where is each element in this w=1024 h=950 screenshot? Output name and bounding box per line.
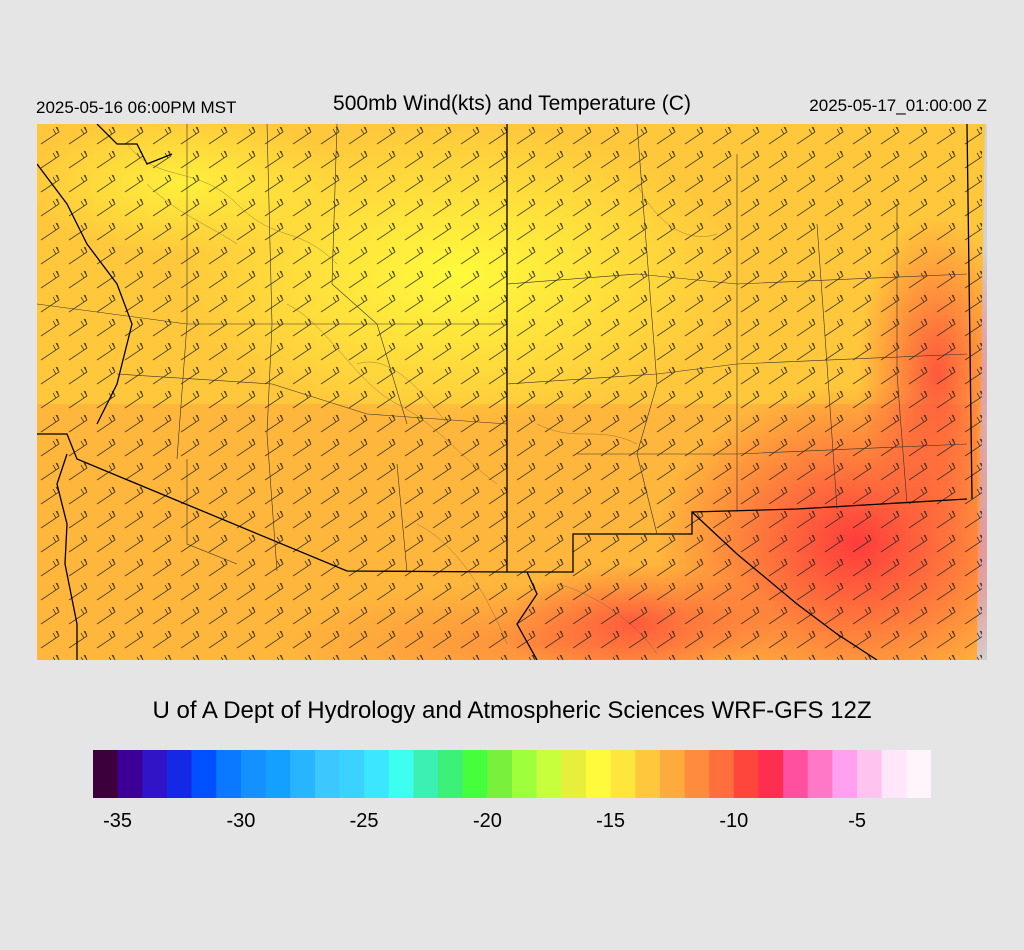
colorbar-swatch — [438, 750, 464, 798]
colorbar-swatch — [364, 750, 390, 798]
temperature-colorbar — [93, 750, 931, 798]
colorbar-swatch — [142, 750, 168, 798]
colorbar-swatch — [684, 750, 710, 798]
colorbar-swatch — [585, 750, 612, 798]
colorbar-tick-label: -25 — [349, 810, 379, 832]
temperature-wind-map — [37, 124, 987, 660]
colorbar-swatch — [906, 750, 931, 798]
colorbar-swatch — [536, 750, 562, 798]
valid-time-label: 2025-05-16 06:00PM MST — [36, 98, 237, 117]
colorbar-swatch — [290, 750, 316, 798]
colorbar-tick-label: -5 — [848, 810, 866, 832]
colorbar-swatch — [314, 750, 340, 798]
county-boundaries — [37, 124, 968, 573]
colorbar-swatch — [807, 750, 833, 798]
colorbar-swatch — [758, 750, 784, 798]
terrain-contours — [126, 143, 718, 655]
colorbar-swatch — [339, 750, 365, 798]
colorbar-swatch — [783, 750, 809, 798]
colorbar-tick-label: -15 — [596, 810, 626, 832]
colorbar-swatch — [240, 750, 267, 798]
colorbar-tick-label: -30 — [226, 810, 256, 832]
model-credit-label: U of A Dept of Hydrology and Atmospheric… — [152, 697, 872, 724]
colorbar-swatch — [561, 750, 587, 798]
colorbar-swatch — [117, 750, 143, 798]
colorbar-swatch — [881, 750, 907, 798]
colorbar-swatch — [191, 750, 217, 798]
colorbar-tick-label: -20 — [472, 810, 502, 832]
colorbar-tick-label: -10 — [719, 810, 749, 832]
colorbar-swatch — [93, 750, 119, 798]
colorbar-swatch — [166, 750, 193, 798]
colorbar-swatch — [462, 750, 488, 798]
colorbar-swatch — [610, 750, 636, 798]
colorbar-swatch — [413, 750, 439, 798]
colorbar-swatch — [709, 750, 735, 798]
colorbar-swatch — [388, 750, 414, 798]
colorbar-swatch — [512, 750, 538, 798]
colorbar-swatch — [216, 750, 242, 798]
map-title: 500mb Wind(kts) and Temperature (C) — [333, 92, 691, 115]
colorbar-tick-labels: -35 -30 -25 -20 -15 -10 -5 — [0, 810, 1024, 834]
colorbar-swatch — [635, 750, 661, 798]
colorbar-swatch — [487, 750, 513, 798]
colorbar-swatch — [659, 750, 686, 798]
political-borders — [37, 124, 973, 660]
colorbar-tick-label: -35 — [103, 810, 133, 832]
colorbar-swatch — [857, 750, 883, 798]
colorbar-swatch — [733, 750, 759, 798]
wind-barbs — [37, 124, 982, 660]
colorbar-swatch — [832, 750, 858, 798]
colorbar-swatch — [265, 750, 291, 798]
model-run-time-label: 2025-05-17_01:00:00 Z — [809, 96, 987, 115]
